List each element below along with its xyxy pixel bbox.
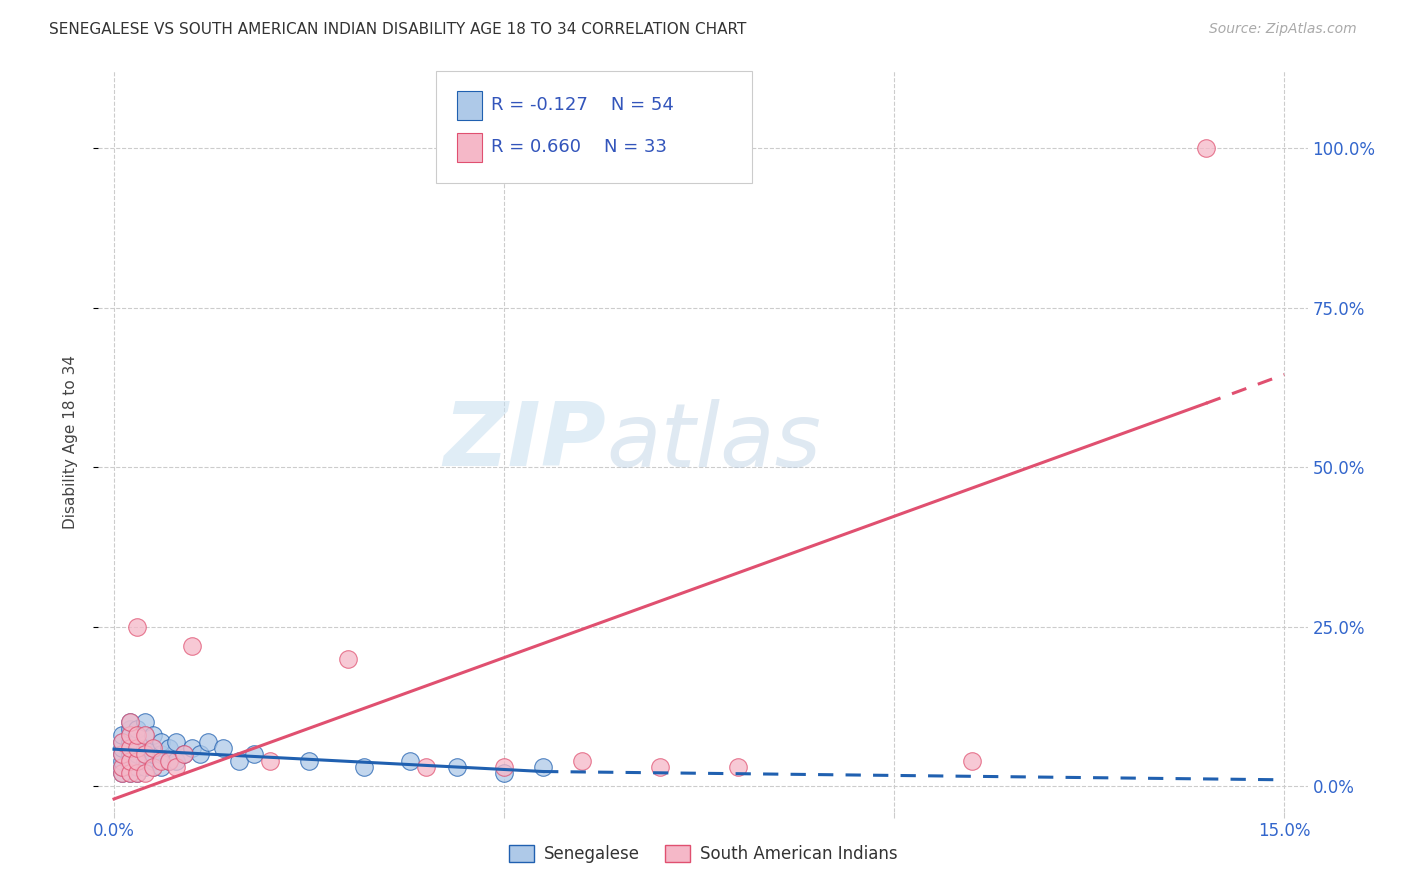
Point	[165, 734, 187, 748]
Point	[127, 722, 149, 736]
Point	[118, 766, 141, 780]
Point	[118, 766, 141, 780]
Point	[197, 734, 219, 748]
Point	[118, 740, 141, 755]
Point	[165, 754, 187, 768]
Point	[494, 760, 516, 774]
Point	[149, 747, 172, 762]
Point	[149, 760, 172, 774]
Point	[111, 766, 134, 780]
Point	[142, 754, 165, 768]
Point	[111, 747, 134, 762]
Point	[134, 747, 156, 762]
Point	[127, 754, 149, 768]
Point	[173, 747, 195, 762]
Point	[111, 766, 134, 780]
Point	[118, 715, 141, 730]
Point	[134, 760, 156, 774]
Point	[118, 747, 141, 762]
Point	[111, 760, 134, 774]
Point	[157, 740, 180, 755]
Point	[127, 766, 149, 780]
Point	[173, 747, 195, 762]
Point	[111, 740, 134, 755]
Point	[415, 760, 437, 774]
Point	[111, 734, 134, 748]
Point	[134, 728, 156, 742]
Point	[134, 766, 156, 780]
Point	[134, 740, 156, 755]
Point	[118, 728, 141, 742]
Point	[127, 766, 149, 780]
Point	[134, 747, 156, 762]
Point	[118, 754, 141, 768]
Point	[243, 747, 266, 762]
Point	[134, 754, 156, 768]
Point	[531, 760, 554, 774]
Text: atlas: atlas	[606, 399, 821, 484]
Legend: Senegalese, South American Indians: Senegalese, South American Indians	[502, 838, 904, 870]
Text: SENEGALESE VS SOUTH AMERICAN INDIAN DISABILITY AGE 18 TO 34 CORRELATION CHART: SENEGALESE VS SOUTH AMERICAN INDIAN DISA…	[49, 22, 747, 37]
Point	[118, 722, 141, 736]
Point	[111, 754, 134, 768]
Text: R = 0.660    N = 33: R = 0.660 N = 33	[491, 138, 666, 156]
Point	[142, 760, 165, 774]
Point	[165, 760, 187, 774]
Point	[648, 760, 671, 774]
Point	[353, 760, 375, 774]
Point	[446, 760, 468, 774]
Point	[134, 728, 156, 742]
Point	[142, 747, 165, 762]
Point	[127, 747, 149, 762]
Point	[127, 728, 149, 742]
Point	[118, 734, 141, 748]
Point	[298, 754, 321, 768]
Point	[127, 760, 149, 774]
Point	[111, 747, 134, 762]
Point	[399, 754, 422, 768]
Point	[142, 728, 165, 742]
Y-axis label: Disability Age 18 to 34: Disability Age 18 to 34	[63, 354, 77, 529]
Point	[188, 747, 211, 762]
Point	[571, 754, 593, 768]
Point	[134, 715, 156, 730]
Point	[1195, 141, 1218, 155]
Point	[111, 728, 134, 742]
Point	[111, 734, 134, 748]
Point	[228, 754, 250, 768]
Point	[118, 754, 141, 768]
Text: R = -0.127    N = 54: R = -0.127 N = 54	[491, 96, 673, 114]
Point	[118, 728, 141, 742]
Point	[142, 740, 165, 755]
Point	[118, 760, 141, 774]
Point	[181, 639, 204, 653]
Point	[127, 740, 149, 755]
Point	[494, 766, 516, 780]
Point	[337, 651, 360, 665]
Point	[157, 754, 180, 768]
Text: ZIP: ZIP	[443, 398, 606, 485]
Point	[149, 734, 172, 748]
Point	[118, 740, 141, 755]
Point	[181, 740, 204, 755]
Point	[111, 760, 134, 774]
Point	[259, 754, 281, 768]
Point	[127, 734, 149, 748]
Point	[960, 754, 983, 768]
Point	[118, 715, 141, 730]
Point	[157, 754, 180, 768]
Point	[149, 754, 172, 768]
Point	[212, 740, 235, 755]
Point	[727, 760, 749, 774]
Text: Source: ZipAtlas.com: Source: ZipAtlas.com	[1209, 22, 1357, 37]
Point	[142, 760, 165, 774]
Point	[142, 740, 165, 755]
Point	[127, 740, 149, 755]
Point	[127, 754, 149, 768]
Point	[127, 620, 149, 634]
